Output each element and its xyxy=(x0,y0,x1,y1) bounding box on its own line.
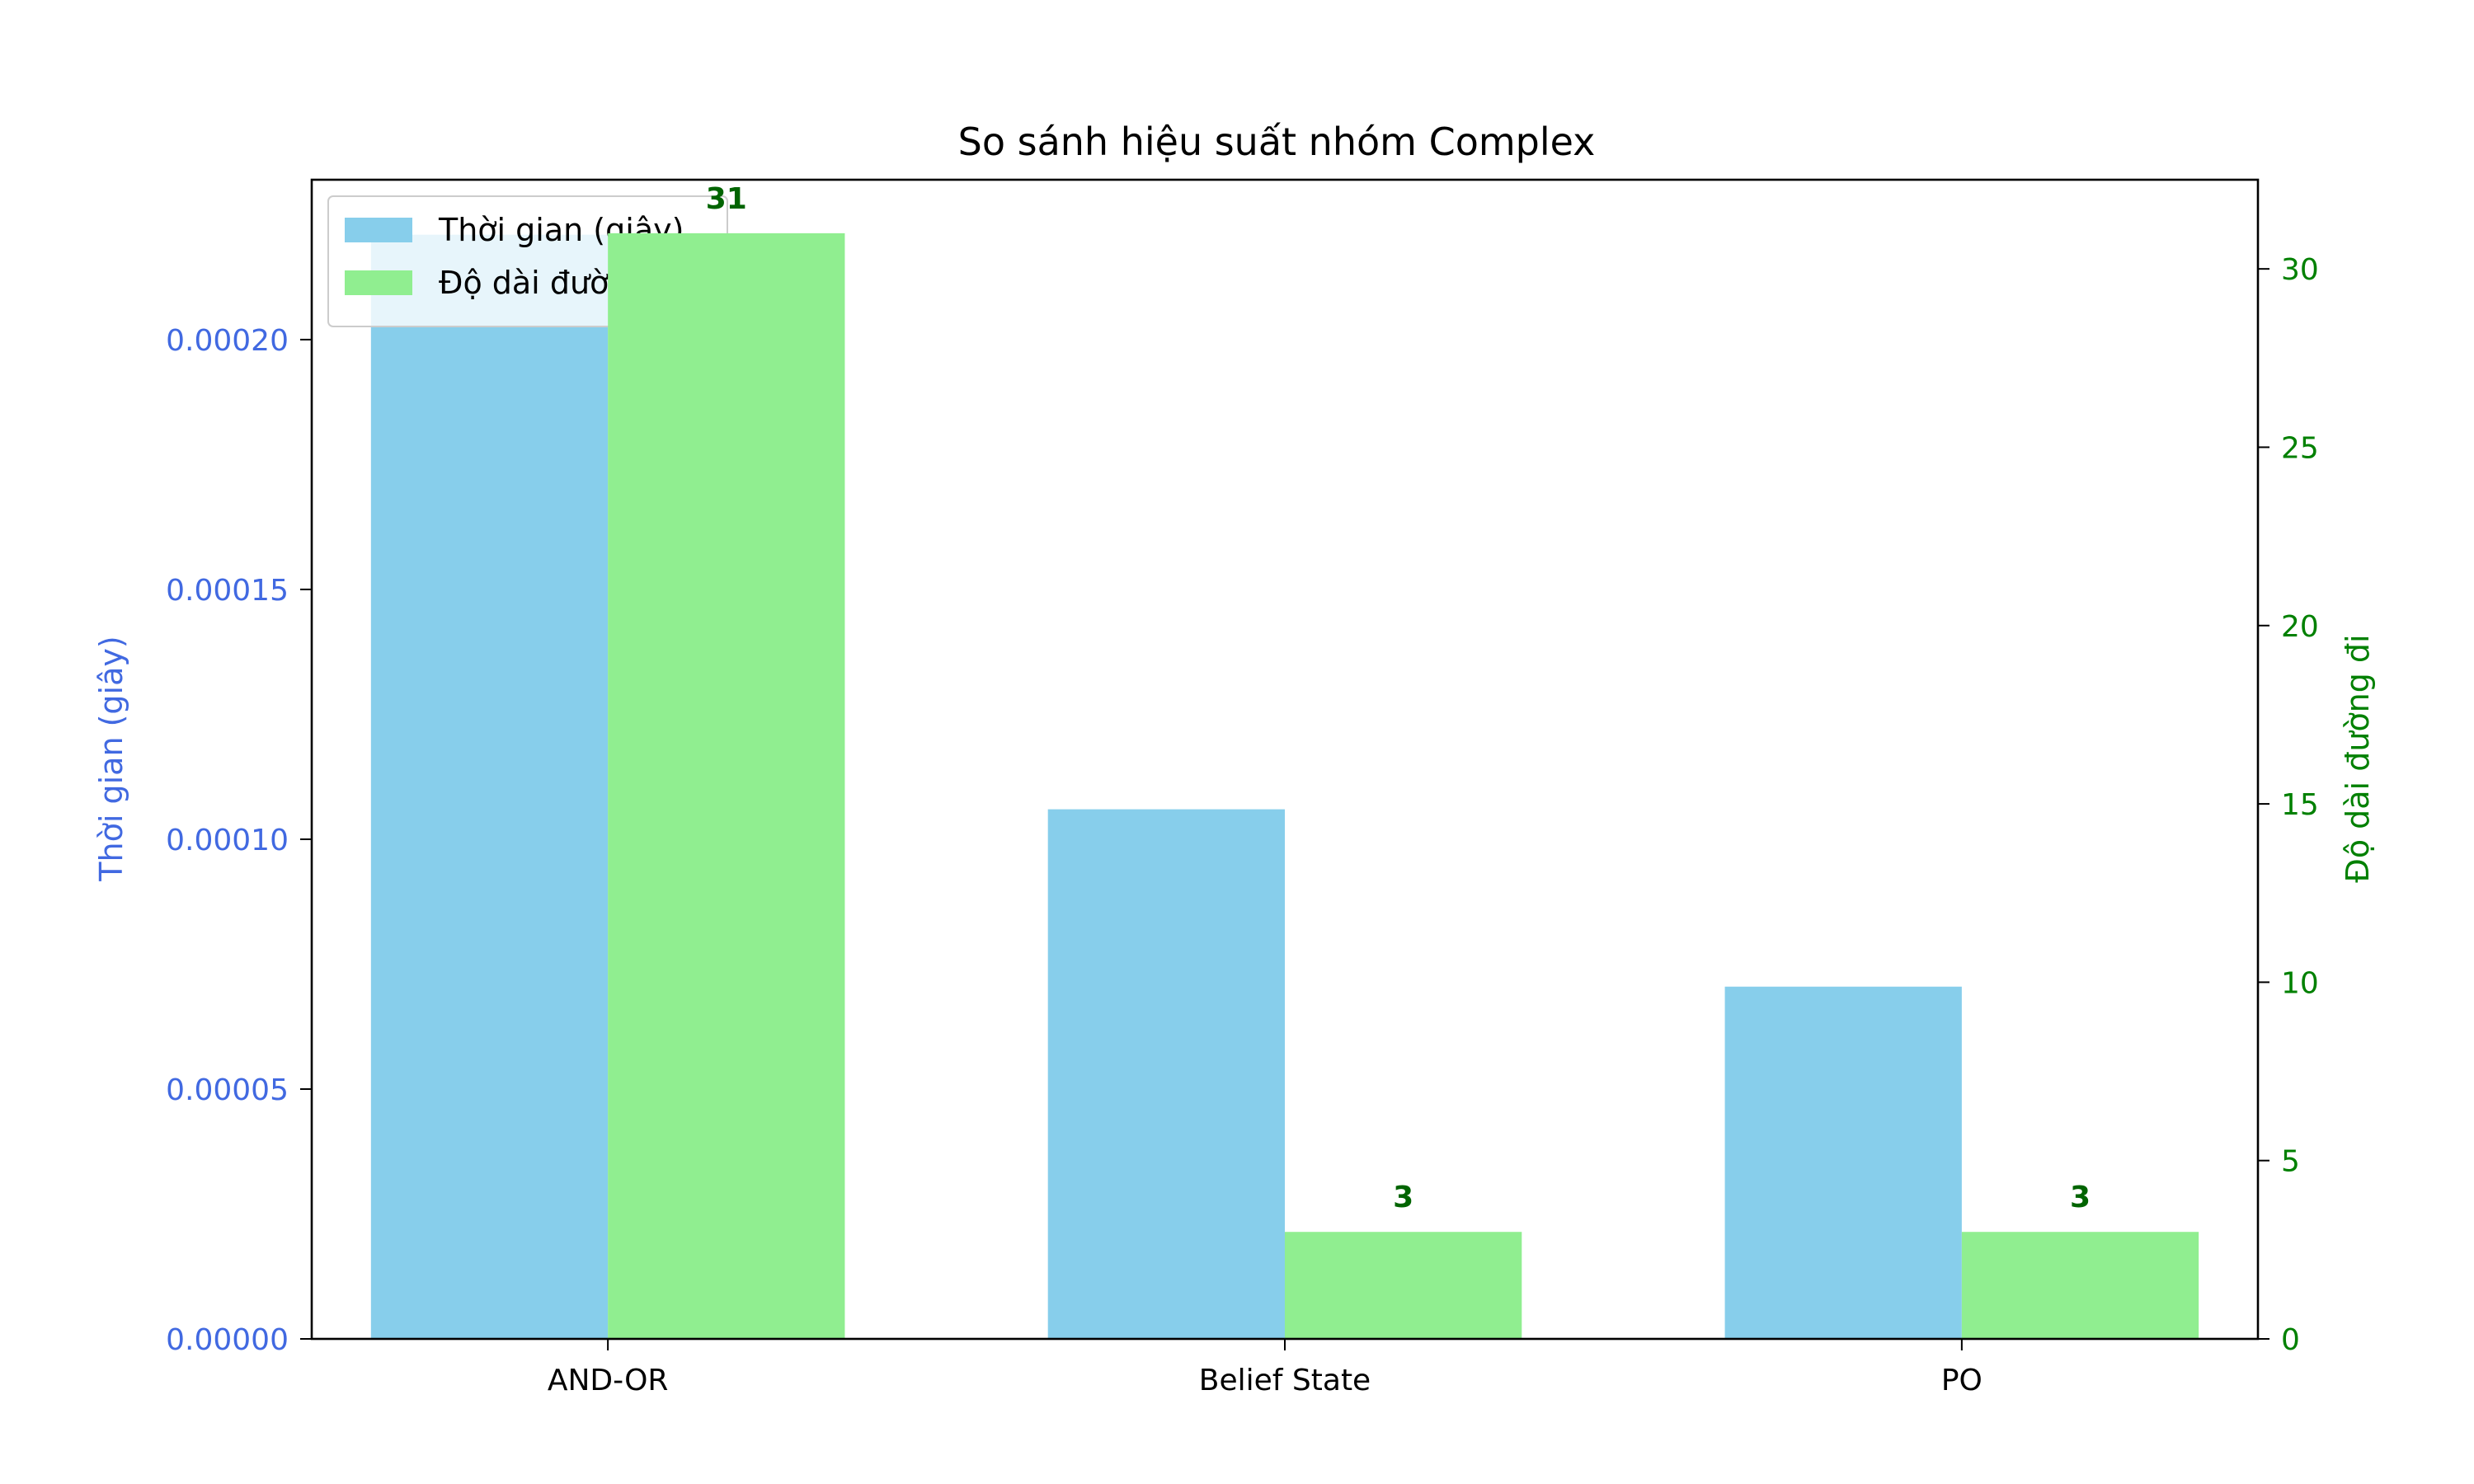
legend-swatch-1 xyxy=(345,270,412,295)
right-tick-label-4: 20 xyxy=(2281,610,2319,644)
data-labels: 31 3 3 xyxy=(706,182,2091,1214)
left-tick-label-0: 0.00000 xyxy=(166,1323,289,1357)
right-tick-label-0: 0 xyxy=(2281,1323,2300,1357)
x-axis: AND-OR Belief State PO xyxy=(548,1339,1982,1397)
bar-path-length-1 xyxy=(1285,1232,1522,1339)
right-tick-label-1: 5 xyxy=(2281,1145,2300,1179)
left-tick-label-2: 0.00010 xyxy=(166,824,289,857)
legend-swatch-0 xyxy=(345,218,412,242)
x-tick-label-0: AND-OR xyxy=(548,1364,669,1397)
y-axis-right-label: Độ dài đường đi xyxy=(2340,634,2376,882)
right-series-bars xyxy=(608,232,2199,1339)
bar-time-1 xyxy=(1047,809,1285,1339)
right-tick-label-5: 25 xyxy=(2281,431,2319,465)
data-label-0: 31 xyxy=(706,182,747,216)
left-tick-label-4: 0.00020 xyxy=(166,324,289,358)
right-tick-label-3: 15 xyxy=(2281,788,2319,822)
data-label-2: 3 xyxy=(2070,1181,2091,1214)
chart-title: So sánh hiệu suất nhóm Complex xyxy=(958,120,1596,164)
left-tick-label-3: 0.00015 xyxy=(166,574,289,608)
right-tick-label-2: 10 xyxy=(2281,966,2319,1000)
x-tick-label-1: Belief State xyxy=(1199,1364,1371,1397)
bar-time-2 xyxy=(1724,986,1962,1339)
bar-time-0 xyxy=(370,234,609,1339)
bar-path-length-2 xyxy=(1961,1232,2199,1339)
x-tick-label-2: PO xyxy=(1941,1364,1982,1397)
right-axis: 0 5 10 15 20 25 30 xyxy=(2258,253,2319,1357)
bar-path-length-0 xyxy=(608,232,845,1339)
left-series-bars xyxy=(370,234,1962,1339)
left-tick-label-1: 0.00005 xyxy=(166,1073,289,1107)
left-axis: 0.00000 0.00005 0.00010 0.00015 0.00020 xyxy=(166,324,312,1357)
y-axis-left-label: Thời gian (giây) xyxy=(93,636,129,881)
right-tick-label-6: 30 xyxy=(2281,253,2319,287)
data-label-1: 3 xyxy=(1393,1181,1413,1214)
